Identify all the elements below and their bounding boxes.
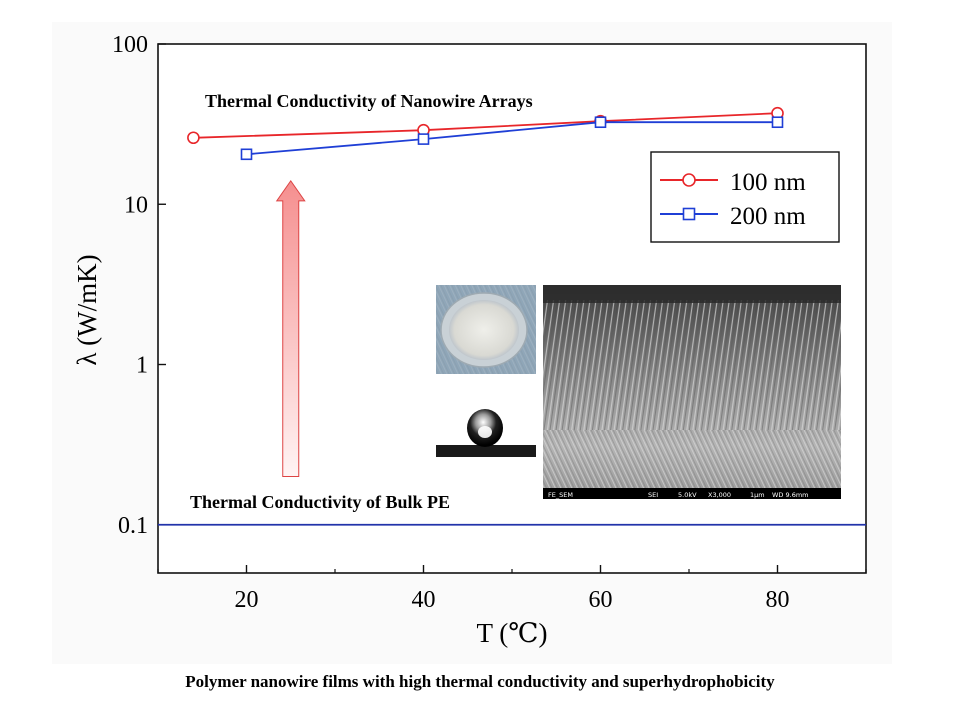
sem-info-bar [543, 488, 841, 499]
legend-box [650, 151, 840, 243]
annotation-nanowire-arrays: Thermal Conductivity of Nanowire Arrays [205, 91, 533, 111]
droplet-substrate [436, 445, 536, 457]
sem-label-5: WD 9.6mm [772, 491, 809, 499]
arrow-layer [275, 179, 306, 478]
figure-caption: Polymer nanowire films with high thermal… [185, 672, 775, 691]
sem-label-3: X3,000 [708, 491, 731, 499]
series-layer [187, 106, 784, 161]
legend-marker-100nm [682, 173, 696, 187]
sem-label-1: SEI [648, 491, 658, 499]
inset-sem-image: FE_SEM SEI 5.0kV X3,000 1μm WD 9.6mm [543, 285, 841, 499]
membrane-disc [449, 300, 519, 360]
x-tick-label-40: 40 [412, 587, 436, 613]
sem-label-4: 1μm [750, 491, 765, 499]
data-point-100nm-0 [187, 131, 200, 145]
sem-nanowire-bundles [543, 300, 841, 430]
series-line-200nm [246, 121, 778, 156]
sem-label-0: FE_SEM [548, 491, 573, 499]
series-line-100nm [193, 112, 778, 139]
axes: 20 40 60 80 0.1 1 10 100 [112, 32, 867, 613]
legend-label-200nm: 200 nm [730, 203, 806, 230]
data-point-200nm-2 [594, 116, 607, 129]
x-tick-label-80: 80 [766, 587, 790, 613]
y-axis-title: λ (W/mK) [72, 254, 102, 365]
sem-nanowire-bases [543, 430, 841, 488]
x-tick-label-60: 60 [589, 587, 613, 613]
increase-arrow [275, 179, 306, 478]
legend: 100 nm 200 nm [650, 151, 840, 243]
sem-label-2: 5.0kV [678, 491, 697, 499]
y-tick-label-3: 100 [112, 32, 148, 58]
data-point-200nm-0 [240, 148, 253, 161]
y-tick-label-0: 0.1 [118, 513, 148, 539]
x-axis-title: T (℃) [477, 618, 548, 648]
droplet-highlight [478, 426, 492, 438]
inset-photo-membrane [436, 285, 536, 374]
data-point-200nm-3 [771, 116, 784, 129]
legend-marker-200nm [682, 207, 696, 221]
annotation-bulk-pe: Thermal Conductivity of Bulk PE [190, 492, 450, 512]
x-tick-label-20: 20 [235, 587, 259, 613]
y-tick-label-1: 1 [136, 353, 148, 379]
legend-label-100nm: 100 nm [730, 169, 806, 196]
y-tick-label-2: 10 [124, 192, 148, 218]
inset-photo-droplet [436, 385, 536, 457]
data-point-200nm-1 [417, 133, 430, 145]
